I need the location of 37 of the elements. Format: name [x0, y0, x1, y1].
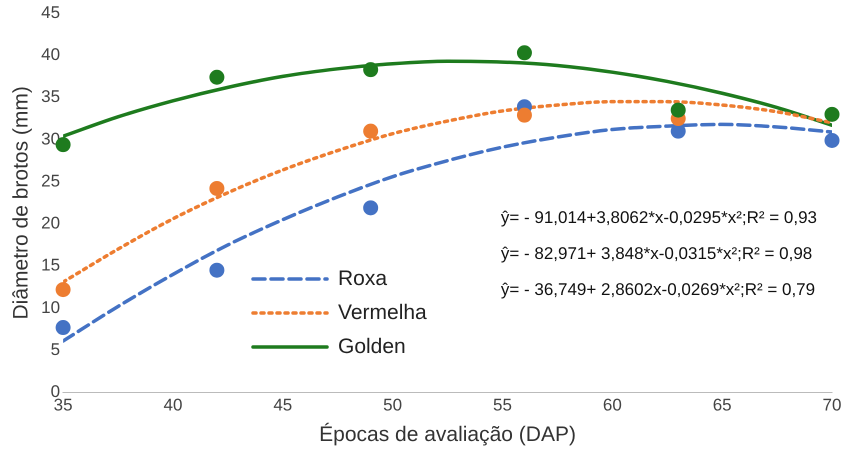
point: [824, 106, 840, 122]
y-axis-title: Diâmetro de brotos (mm): [9, 86, 32, 320]
x-tick-label: 50: [383, 395, 402, 414]
y-tick-label: 25: [41, 171, 60, 190]
annotation: ŷ= - 91,014+3,8062*x-0,0295*x²;R² = 0,93: [500, 207, 817, 229]
point: [670, 124, 686, 139]
x-tick-label: 55: [493, 395, 512, 414]
point: [516, 45, 532, 60]
y-tick-label: 15: [41, 256, 60, 275]
point: [670, 102, 686, 118]
point: [209, 180, 224, 196]
legend-label: Roxa: [338, 267, 388, 291]
annotation: ŷ= - 82,971+ 3,848*x-0,0315*x²;R² = 0,98: [500, 243, 814, 265]
x-axis-title: Épocas de avaliação (DAP): [319, 422, 576, 446]
legend-label: Vermelha: [338, 301, 427, 325]
x-tick-label: 45: [273, 395, 292, 414]
y-tick-label: 45: [41, 2, 60, 22]
y-tick-label: 20: [41, 214, 60, 233]
y-tick-label: 5: [50, 340, 60, 359]
legend-label: Golden: [338, 335, 406, 359]
point: [363, 124, 378, 139]
annotation: ŷ= - 36,749+ 2,8602x-0,0269*x²;R² = 0,79: [500, 279, 816, 301]
y-tick-label: 35: [41, 87, 60, 106]
point: [363, 200, 378, 216]
point: [209, 70, 224, 85]
point: [516, 108, 532, 123]
x-tick-label: 70: [822, 395, 842, 414]
y-tick-label: 10: [41, 298, 60, 317]
point: [824, 132, 840, 148]
y-tick-label: 40: [41, 45, 60, 64]
point: [56, 282, 71, 298]
x-tick-label: 65: [712, 395, 732, 414]
x-tick-label: 60: [602, 395, 622, 414]
point: [56, 320, 71, 336]
point: [363, 62, 378, 78]
point: [209, 262, 224, 278]
x-tick-label: 40: [163, 395, 182, 414]
